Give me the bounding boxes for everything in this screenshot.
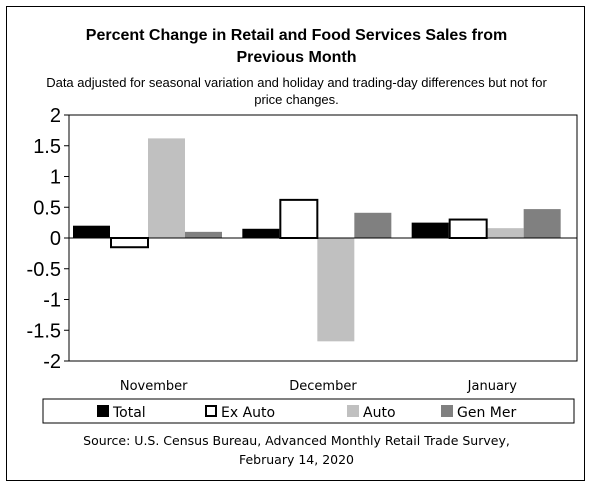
chart-title-line-1: Percent Change in Retail and Food Servic… bbox=[85, 27, 508, 44]
x-tick-label: December bbox=[289, 379, 357, 394]
legend-swatch-total bbox=[97, 405, 109, 417]
legend-label-gen-mer: Gen Mer bbox=[457, 405, 516, 421]
legend-swatch-auto bbox=[347, 405, 359, 417]
x-tick-label: January bbox=[467, 379, 518, 394]
bar-total-december bbox=[242, 228, 280, 238]
chart-subtitle-line-1: Data adjusted for seasonal variation and… bbox=[46, 75, 547, 90]
y-tick-label: 2 bbox=[50, 105, 61, 127]
y-tick-label: 0 bbox=[50, 228, 61, 250]
chart-title-line-2: Previous Month bbox=[236, 49, 357, 66]
legend-swatch-gen-mer bbox=[441, 405, 453, 417]
bar-gen-mer-november bbox=[185, 231, 222, 238]
bar-auto-november bbox=[148, 138, 185, 238]
y-tick-label: 1.5 bbox=[33, 136, 61, 158]
bar-total-november bbox=[73, 225, 110, 238]
bar-ex-auto-november bbox=[110, 237, 149, 249]
bar-ex-auto-december bbox=[279, 198, 319, 239]
y-tick-label: 0.5 bbox=[33, 197, 61, 219]
legend-swatch-ex-auto bbox=[205, 405, 217, 417]
chart-subtitle: Data adjusted for seasonal variation and… bbox=[7, 74, 586, 108]
legend-label-auto: Auto bbox=[363, 405, 396, 421]
bar-auto-december bbox=[317, 238, 355, 342]
chart-subtitle-line-2: price changes. bbox=[254, 92, 339, 107]
chart-source-line-1: Source: U.S. Census Bureau, Advanced Mon… bbox=[83, 433, 510, 448]
legend-label-total: Total bbox=[112, 405, 146, 421]
chart-frame: Percent Change in Retail and Food Servic… bbox=[6, 6, 585, 481]
y-tick-label: -1.5 bbox=[27, 320, 61, 342]
y-tick-label: -2 bbox=[43, 351, 61, 373]
chart-title: Percent Change in Retail and Food Servic… bbox=[7, 25, 586, 69]
bar-gen-mer-january bbox=[523, 209, 561, 238]
bar-auto-january bbox=[486, 228, 524, 238]
bar-ex-auto-january bbox=[448, 218, 488, 240]
bar-total-january bbox=[411, 222, 449, 238]
y-tick-label: -0.5 bbox=[27, 259, 61, 281]
x-tick-label: November bbox=[120, 379, 188, 394]
legend-label-ex-auto: Ex Auto bbox=[221, 405, 275, 421]
y-tick-label: 1 bbox=[50, 167, 61, 189]
chart-source: Source: U.S. Census Bureau, Advanced Mon… bbox=[7, 431, 586, 469]
bar-gen-mer-december bbox=[354, 212, 392, 238]
y-tick-label: -1 bbox=[43, 290, 61, 312]
chart-source-line-2: February 14, 2020 bbox=[238, 452, 355, 467]
legend-box bbox=[42, 398, 575, 424]
bar-chart: 2 1.5 1 0.5 0 -0.5 -1 -1.5 -2 November December Jan… bbox=[27, 105, 578, 424]
